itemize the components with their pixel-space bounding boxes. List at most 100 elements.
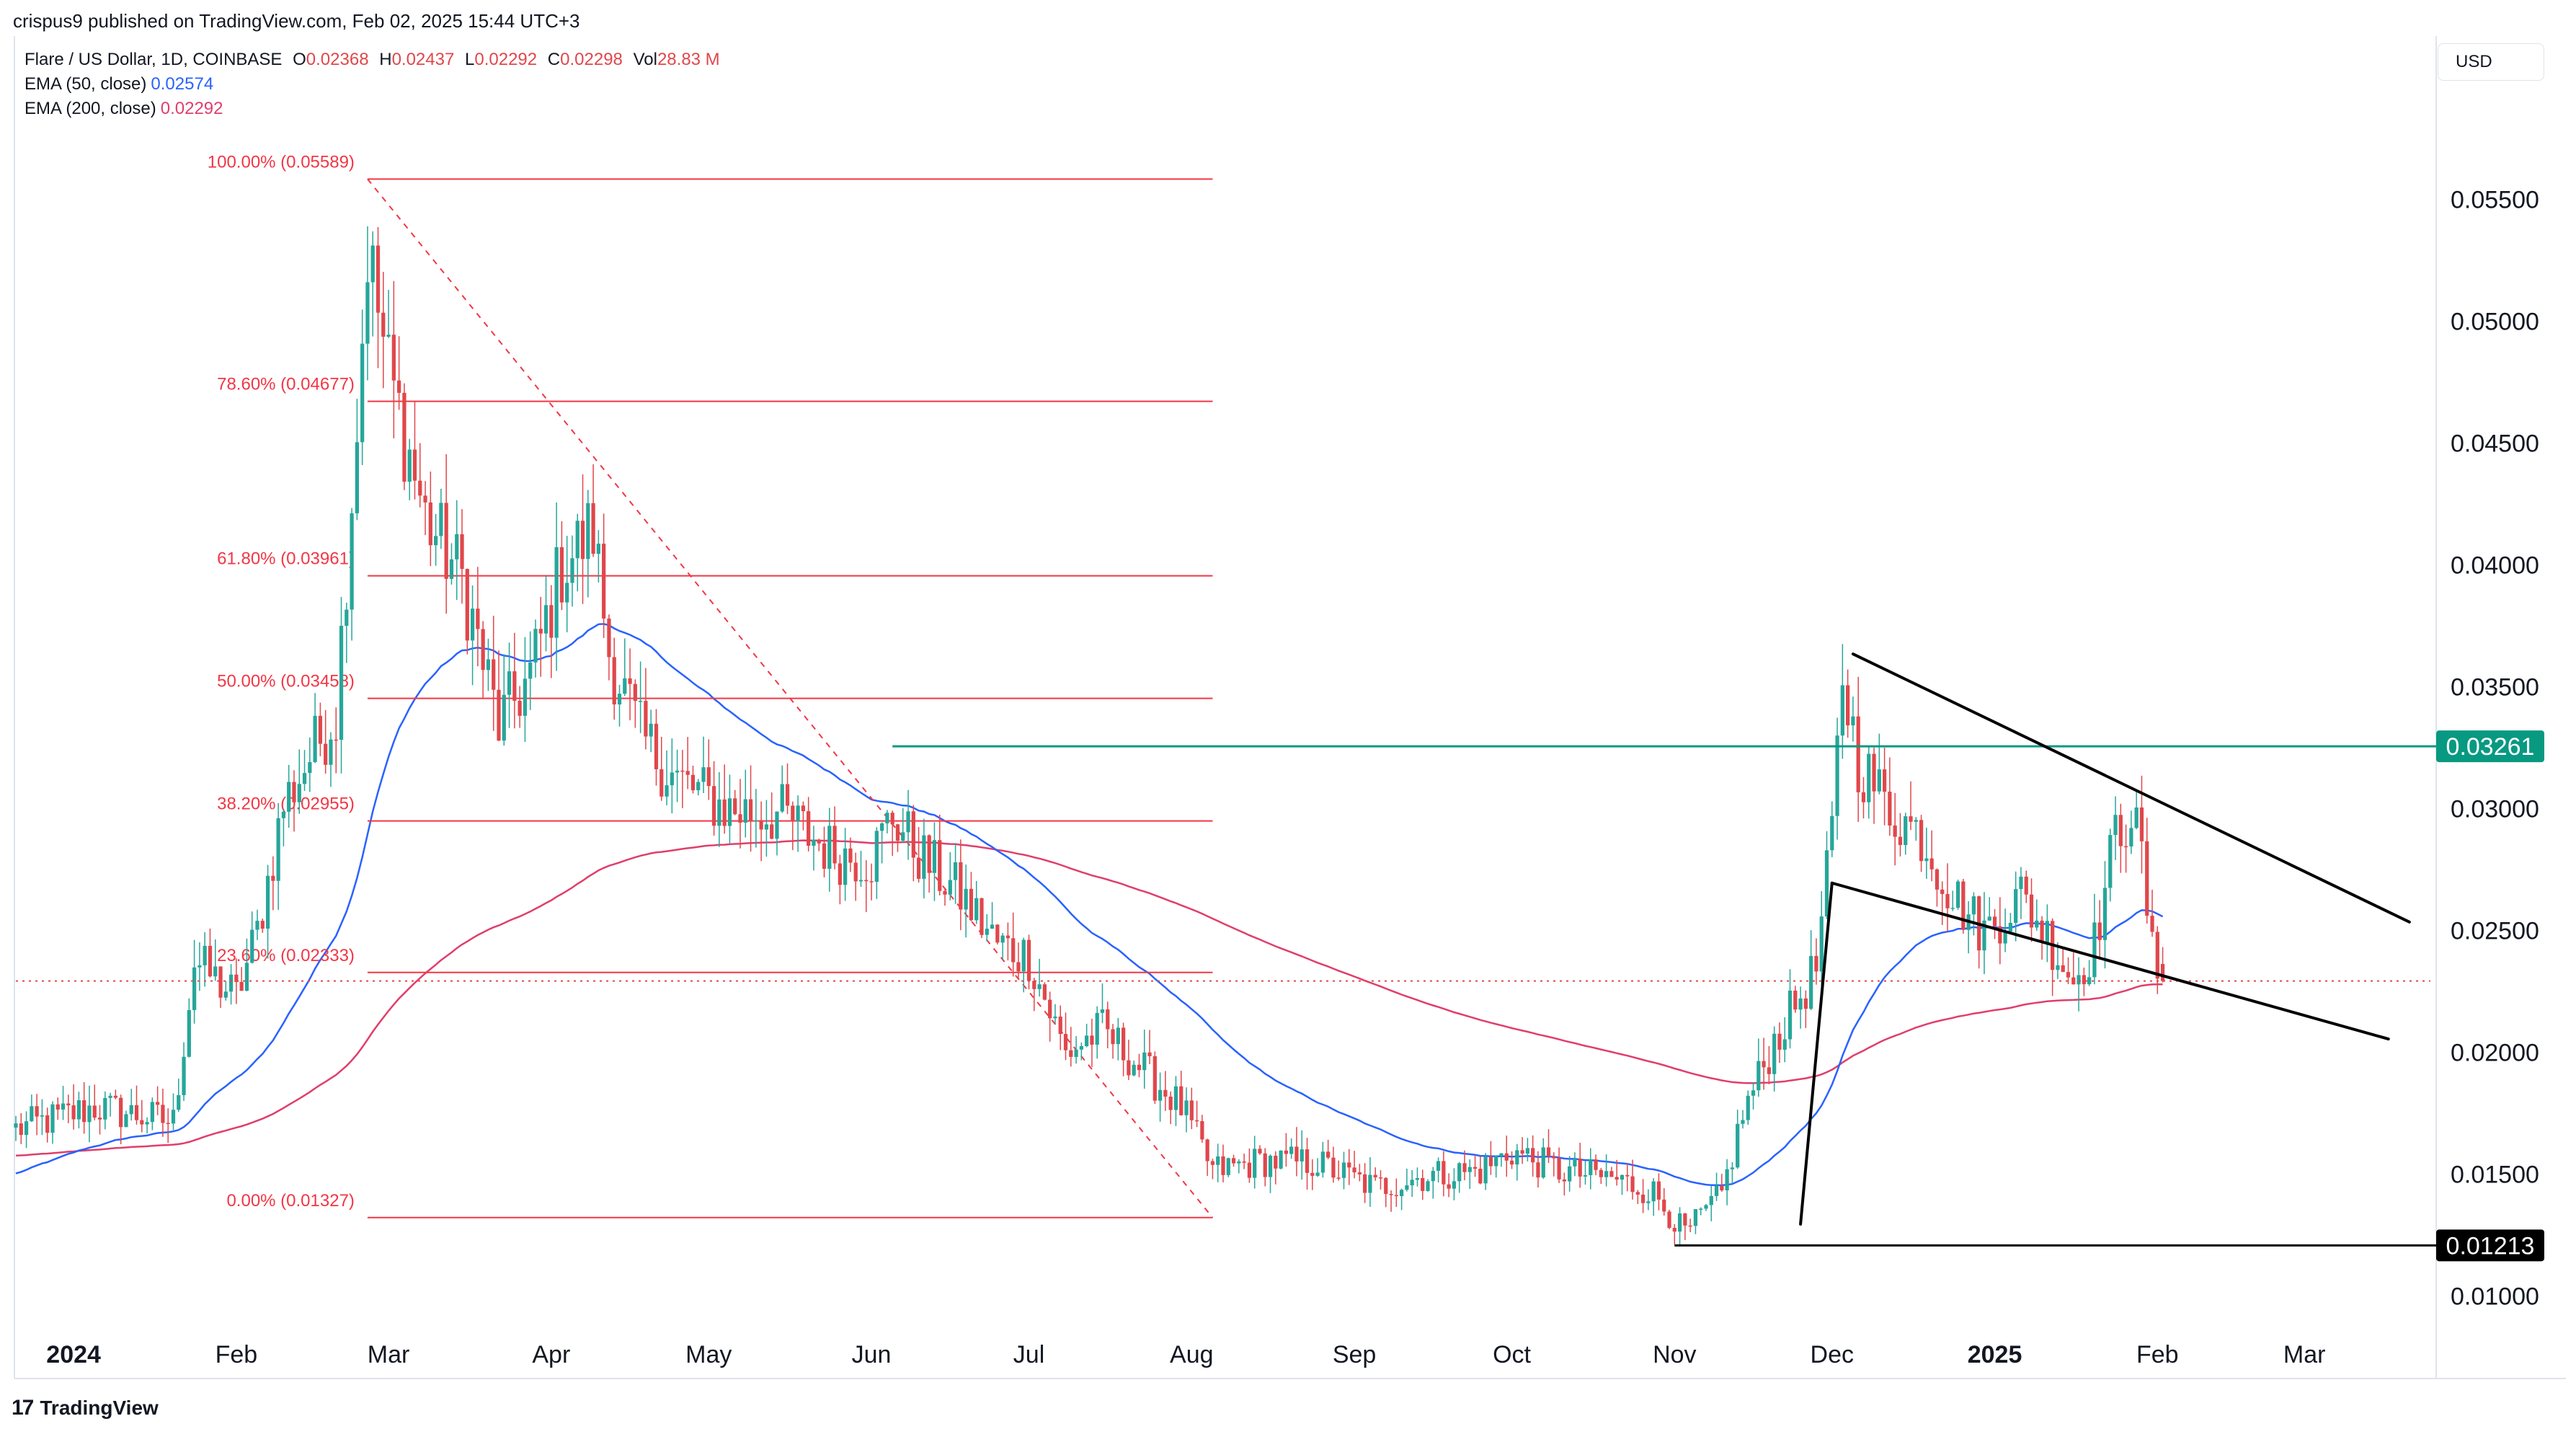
candle-body <box>150 1102 154 1123</box>
candle-body <box>733 798 737 815</box>
candle-body <box>727 798 732 826</box>
candle-body <box>1536 1162 1540 1178</box>
candle-body <box>1158 1089 1163 1101</box>
candle-body <box>895 824 900 841</box>
candle-body <box>690 774 696 791</box>
candle-body <box>2077 975 2081 985</box>
candle-body <box>1268 1155 1273 1177</box>
candle-body <box>428 502 432 546</box>
candle-body <box>1122 1027 1126 1061</box>
candle-body <box>1651 1181 1656 1202</box>
legend-ema200-row[interactable]: EMA (200, close) 0.02292 <box>25 97 720 121</box>
candle-body <box>1100 1009 1105 1013</box>
candle-body <box>2029 894 2034 928</box>
candle-body <box>1741 1120 1745 1124</box>
candle-body <box>1173 1086 1178 1110</box>
symbol-title[interactable]: Flare / US Dollar, 1D, COINBASE <box>25 50 283 69</box>
fib-trend-line <box>367 178 1214 1218</box>
candle-body <box>30 1106 34 1122</box>
candle-body <box>901 832 905 841</box>
candle-body <box>1320 1151 1325 1173</box>
candle-body <box>455 534 459 559</box>
candle-body <box>208 945 213 977</box>
candle-body <box>722 799 727 826</box>
candle-body <box>1263 1153 1267 1177</box>
candle-body <box>40 1115 45 1117</box>
candle-body <box>1000 935 1005 943</box>
candle-body <box>1704 1205 1708 1209</box>
candle-body <box>953 862 958 880</box>
candle-body <box>397 380 401 393</box>
candle-body <box>922 835 926 879</box>
candle-body <box>706 767 711 787</box>
candle-body <box>1005 935 1011 939</box>
candle-body <box>244 963 249 991</box>
candle-body <box>1935 869 1940 890</box>
candle-body <box>1279 1150 1283 1169</box>
time-tick-label: Mar <box>368 1341 410 1368</box>
candle-body <box>1048 999 1052 1019</box>
candle-body <box>1630 1176 1635 1193</box>
tradingview-footer[interactable]: 17 TradingView <box>12 1396 159 1420</box>
candle-body <box>1861 792 1866 802</box>
candle-body <box>916 857 921 879</box>
price-tick-label: 0.03500 <box>2451 673 2539 701</box>
candle-body <box>339 625 344 740</box>
candle-body <box>2145 841 2149 916</box>
candle-body <box>1635 1192 1640 1195</box>
candle-body <box>1341 1162 1346 1178</box>
candle-body <box>2134 807 2138 828</box>
candle-body <box>764 824 769 830</box>
candle-body <box>1672 1227 1676 1232</box>
candle-body <box>685 771 690 775</box>
candle-body <box>1473 1167 1478 1169</box>
candle-body <box>1509 1160 1514 1165</box>
candle-body <box>1751 1090 1756 1096</box>
candle-body <box>1037 984 1041 989</box>
candle-body <box>1405 1185 1409 1190</box>
candle-body <box>533 629 538 663</box>
fib-level-label: 61.80% (0.03961) <box>217 549 355 569</box>
candle-body <box>1085 1035 1089 1046</box>
candle-body <box>1436 1161 1441 1171</box>
candle-body <box>2008 922 2013 932</box>
candle-body <box>1483 1156 1488 1184</box>
candle-body <box>1867 753 1871 802</box>
candle-body <box>1830 815 1834 851</box>
candle-body <box>754 820 758 822</box>
candle-body <box>2019 876 2023 890</box>
currency-button[interactable]: USD <box>2438 43 2544 81</box>
low-label: L <box>465 50 475 69</box>
candle-body <box>1615 1177 1619 1180</box>
candle-body <box>276 818 280 881</box>
candle-body <box>197 965 202 968</box>
candle-body <box>129 1105 133 1115</box>
candle-body <box>465 569 469 641</box>
candle-body <box>66 1103 71 1106</box>
candle-body <box>2024 876 2028 895</box>
candle-body <box>1950 908 1955 909</box>
candle-body <box>680 770 685 772</box>
candle-body <box>1877 769 1881 792</box>
candle-body <box>223 991 228 998</box>
candle-body <box>1982 920 1986 951</box>
candle-body <box>1221 1156 1225 1175</box>
candle-body <box>108 1095 112 1098</box>
volume-value: 28.83 M <box>657 50 720 69</box>
candle-body <box>1378 1177 1383 1179</box>
candle-body <box>1971 896 1976 915</box>
candle-body <box>538 629 543 634</box>
candle-body <box>649 723 653 737</box>
candle-body <box>1305 1149 1310 1173</box>
candle-body <box>623 678 627 694</box>
time-tick-label: Jun <box>852 1341 892 1368</box>
candle-body <box>559 547 564 603</box>
candle-body <box>2097 922 2102 940</box>
candle-body <box>365 282 370 344</box>
candle-body <box>1683 1213 1687 1226</box>
legend-ema50-row[interactable]: EMA (50, close) 0.02574 <box>25 72 720 97</box>
candle-body <box>2003 932 2007 944</box>
candle-body <box>2113 815 2118 836</box>
candle-body <box>1992 916 1997 926</box>
